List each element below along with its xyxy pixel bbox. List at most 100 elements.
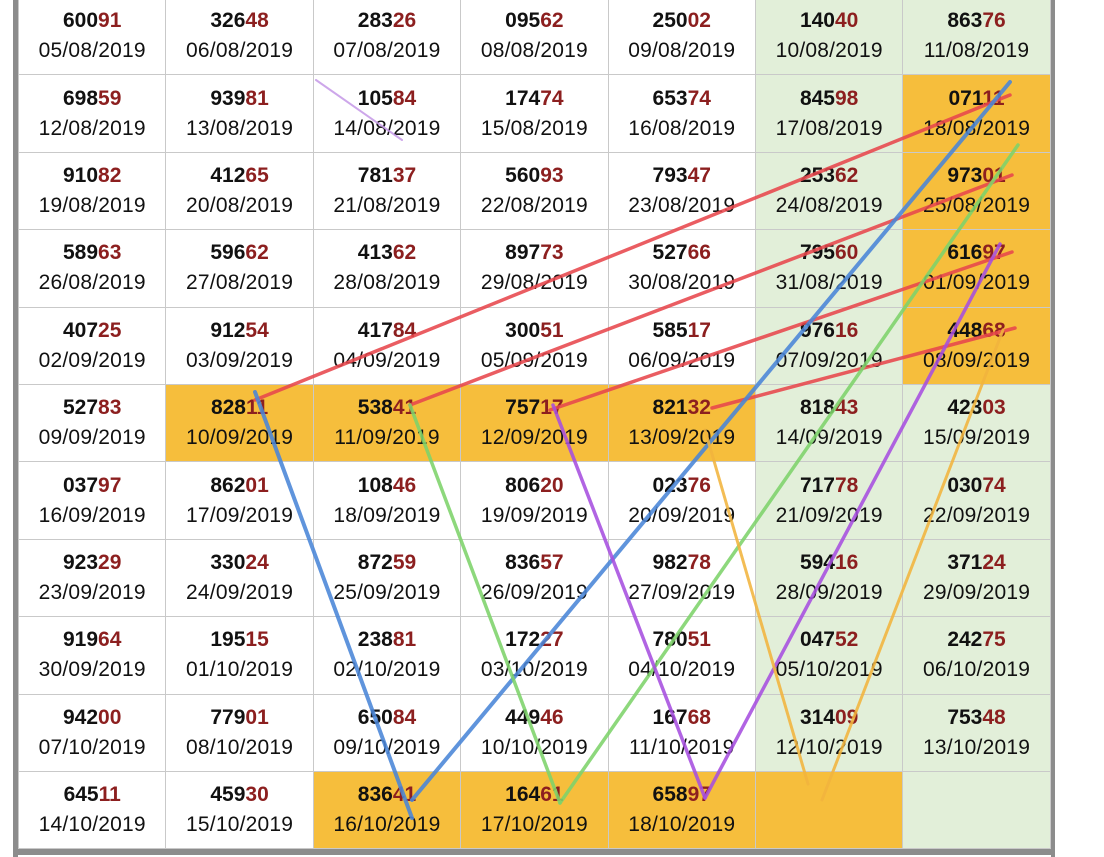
result-number-leading-digits: 326 xyxy=(210,9,246,33)
result-number-last-two-digits: 24 xyxy=(982,550,1006,574)
result-date: 10/08/2019 xyxy=(775,39,883,63)
result-cell: 78137 21/08/2019 xyxy=(312,151,462,231)
result-number-leading-digits: 910 xyxy=(62,163,99,187)
result-date: 06/08/2019 xyxy=(186,39,294,63)
result-cell: 31409 12/10/2019 xyxy=(754,693,904,772)
result-date: 12/09/2019 xyxy=(480,426,588,450)
result-cell: 81843 14/09/2019 xyxy=(754,383,904,463)
result-number-leading-digits: 753 xyxy=(947,705,983,729)
result-cell: 97616 07/09/2019 xyxy=(754,306,904,385)
result-number: 41362 xyxy=(314,238,460,268)
result-cell: 09562 08/08/2019 xyxy=(460,0,609,76)
result-number-leading-digits: 781 xyxy=(357,163,393,187)
result-number: 65084 xyxy=(314,703,460,733)
result-number: 60091 xyxy=(19,6,165,36)
grid-row: 03797 16/09/2019 86201 17/09/2019 10846 18/09… xyxy=(17,461,1051,540)
result-number-leading-digits: 108 xyxy=(357,473,393,497)
result-number-leading-digits: 164 xyxy=(505,783,541,807)
result-number-last-two-digits: 09 xyxy=(834,705,859,729)
result-number-last-two-digits: 03 xyxy=(982,396,1006,420)
result-date: 17/08/2019 xyxy=(775,116,883,140)
result-date: 07/09/2019 xyxy=(775,348,883,372)
result-number-last-two-digits: 91 xyxy=(98,9,122,33)
result-cell xyxy=(902,770,1051,850)
result-cell: 41362 28/08/2019 xyxy=(312,229,462,308)
result-number-last-two-digits: 84 xyxy=(392,86,417,110)
result-number-last-two-digits: 78 xyxy=(687,550,711,574)
result-number-last-two-digits: 76 xyxy=(687,473,711,497)
result-date: 11/10/2019 xyxy=(628,735,735,759)
result-number: 45930 xyxy=(166,780,312,810)
result-date: 07/10/2019 xyxy=(38,735,146,759)
result-number-last-two-digits: 51 xyxy=(540,318,564,342)
result-number-leading-digits: 585 xyxy=(652,318,688,342)
grid-row: 91964 30/09/2019 19515 01/10/2019 23881 02/10… xyxy=(17,616,1051,695)
result-cell: 91964 30/09/2019 xyxy=(17,616,167,695)
result-number: 03074 xyxy=(903,471,1049,501)
result-number-last-two-digits: 60 xyxy=(834,241,859,265)
board-frame-bottom xyxy=(13,849,1055,855)
result-number-last-two-digits: 02 xyxy=(687,9,711,33)
result-date: 13/10/2019 xyxy=(922,735,1031,759)
result-number-leading-digits: 030 xyxy=(947,473,983,497)
result-number: 52766 xyxy=(609,238,755,268)
result-number-last-two-digits: 98 xyxy=(834,86,859,110)
result-number: 71778 xyxy=(756,471,902,501)
result-cell: 91254 03/09/2019 xyxy=(165,306,314,385)
result-number-leading-digits: 300 xyxy=(505,318,541,342)
result-cell xyxy=(754,770,904,850)
result-date: 15/10/2019 xyxy=(186,813,294,837)
result-date: 14/10/2019 xyxy=(38,813,146,837)
result-number-leading-digits: 167 xyxy=(652,705,688,729)
result-date: 27/09/2019 xyxy=(628,580,736,604)
result-number: 77901 xyxy=(166,703,312,733)
result-number-leading-digits: 939 xyxy=(210,86,246,110)
result-number: 84598 xyxy=(756,84,902,114)
result-number-last-two-digits: 43 xyxy=(834,396,859,420)
grid-row: 52783 09/09/2019 82811 10/09/2019 53841 11/09… xyxy=(17,383,1051,463)
result-date: 13/08/2019 xyxy=(186,116,294,140)
result-cell: 79560 31/08/2019 xyxy=(754,229,904,308)
result-number: 87259 xyxy=(314,548,460,578)
result-cell: 52766 30/08/2019 xyxy=(607,229,756,308)
result-number: 03797 xyxy=(19,471,165,501)
result-cell: 41265 20/08/2019 xyxy=(165,151,314,231)
result-date: 16/08/2019 xyxy=(628,116,736,140)
result-cell: 89773 29/08/2019 xyxy=(460,229,609,308)
result-date: 08/10/2019 xyxy=(186,735,294,759)
result-date: 10/10/2019 xyxy=(480,735,588,759)
result-number: 92329 xyxy=(19,548,165,578)
result-cell: 82811 10/09/2019 xyxy=(165,383,314,463)
result-number: 17227 xyxy=(461,625,607,655)
grid-row: 64511 14/10/2019 45930 15/10/2019 83641 16/10… xyxy=(17,770,1051,850)
result-number: 61697 xyxy=(903,238,1049,268)
grid-row: 69859 12/08/2019 93981 13/08/2019 10584 14/08… xyxy=(17,74,1051,153)
result-number-last-two-digits: 68 xyxy=(982,318,1006,342)
result-cell: 94200 07/10/2019 xyxy=(17,693,167,772)
result-number-leading-digits: 172 xyxy=(505,628,541,652)
result-number-last-two-digits: 11 xyxy=(98,783,121,807)
result-cell: 83657 26/09/2019 xyxy=(460,538,609,618)
result-number-leading-digits: 779 xyxy=(210,705,246,729)
result-number-last-two-digits: 54 xyxy=(245,318,269,342)
result-number-leading-digits: 314 xyxy=(799,705,835,729)
result-cell: 59662 27/08/2019 xyxy=(165,229,314,308)
result-number: 10584 xyxy=(314,84,460,114)
result-date: 01/10/2019 xyxy=(186,658,294,682)
result-number-last-two-digits: 11 xyxy=(246,396,269,420)
result-number-last-two-digits: 29 xyxy=(98,550,122,574)
result-number-last-two-digits: 25 xyxy=(98,318,122,342)
result-number-leading-digits: 095 xyxy=(505,9,541,33)
result-number-last-two-digits: 81 xyxy=(392,628,417,652)
result-date: 08/08/2019 xyxy=(480,39,588,63)
result-number: 78137 xyxy=(314,161,460,191)
result-date: 28/09/2019 xyxy=(775,580,883,604)
result-date: 23/08/2019 xyxy=(628,193,736,217)
result-number: 41265 xyxy=(166,161,312,191)
result-number-leading-digits: 140 xyxy=(799,9,835,33)
result-date: 19/09/2019 xyxy=(480,503,588,527)
result-number: 59416 xyxy=(756,548,902,578)
result-number-leading-digits: 023 xyxy=(652,473,688,497)
result-cell: 91082 19/08/2019 xyxy=(17,151,167,231)
